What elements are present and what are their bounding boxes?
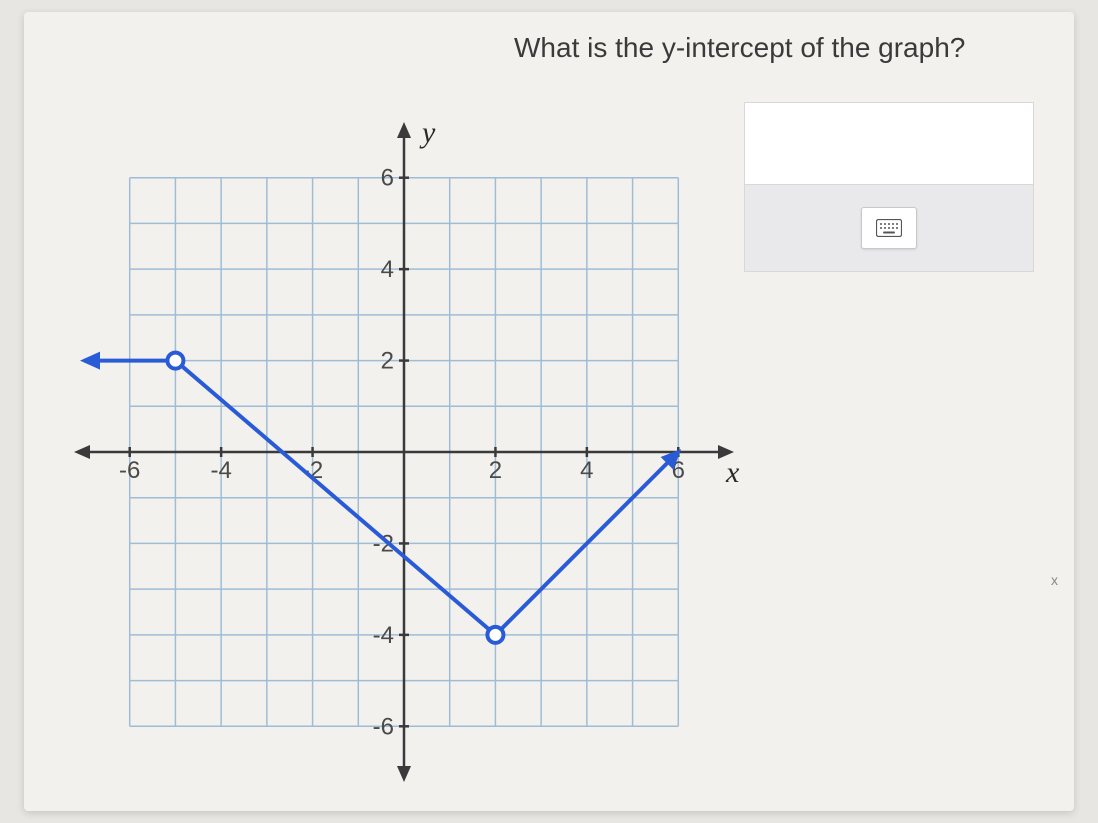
svg-text:-6: -6 [119, 457, 140, 484]
svg-text:4: 4 [580, 457, 593, 484]
answer-panel [744, 102, 1034, 272]
svg-text:-4: -4 [210, 457, 231, 484]
graph-chart: -6-4-2246-6-4-2246yx [54, 102, 754, 802]
stray-mark: x [1051, 572, 1058, 588]
svg-text:2: 2 [489, 457, 502, 484]
page-surface: What is the y-intercept of the graph? -6… [24, 12, 1074, 811]
keypad-button[interactable] [861, 207, 917, 249]
svg-text:-6: -6 [373, 713, 394, 740]
question-text: What is the y-intercept of the graph? [514, 32, 965, 64]
svg-text:x: x [725, 456, 740, 489]
svg-text:-4: -4 [373, 622, 394, 649]
answer-input-area[interactable] [745, 103, 1033, 185]
svg-text:4: 4 [381, 256, 394, 283]
answer-toolbar [745, 185, 1033, 271]
svg-text:2: 2 [381, 348, 394, 375]
svg-text:6: 6 [381, 165, 394, 192]
keyboard-icon [876, 219, 902, 237]
svg-text:y: y [419, 116, 436, 149]
